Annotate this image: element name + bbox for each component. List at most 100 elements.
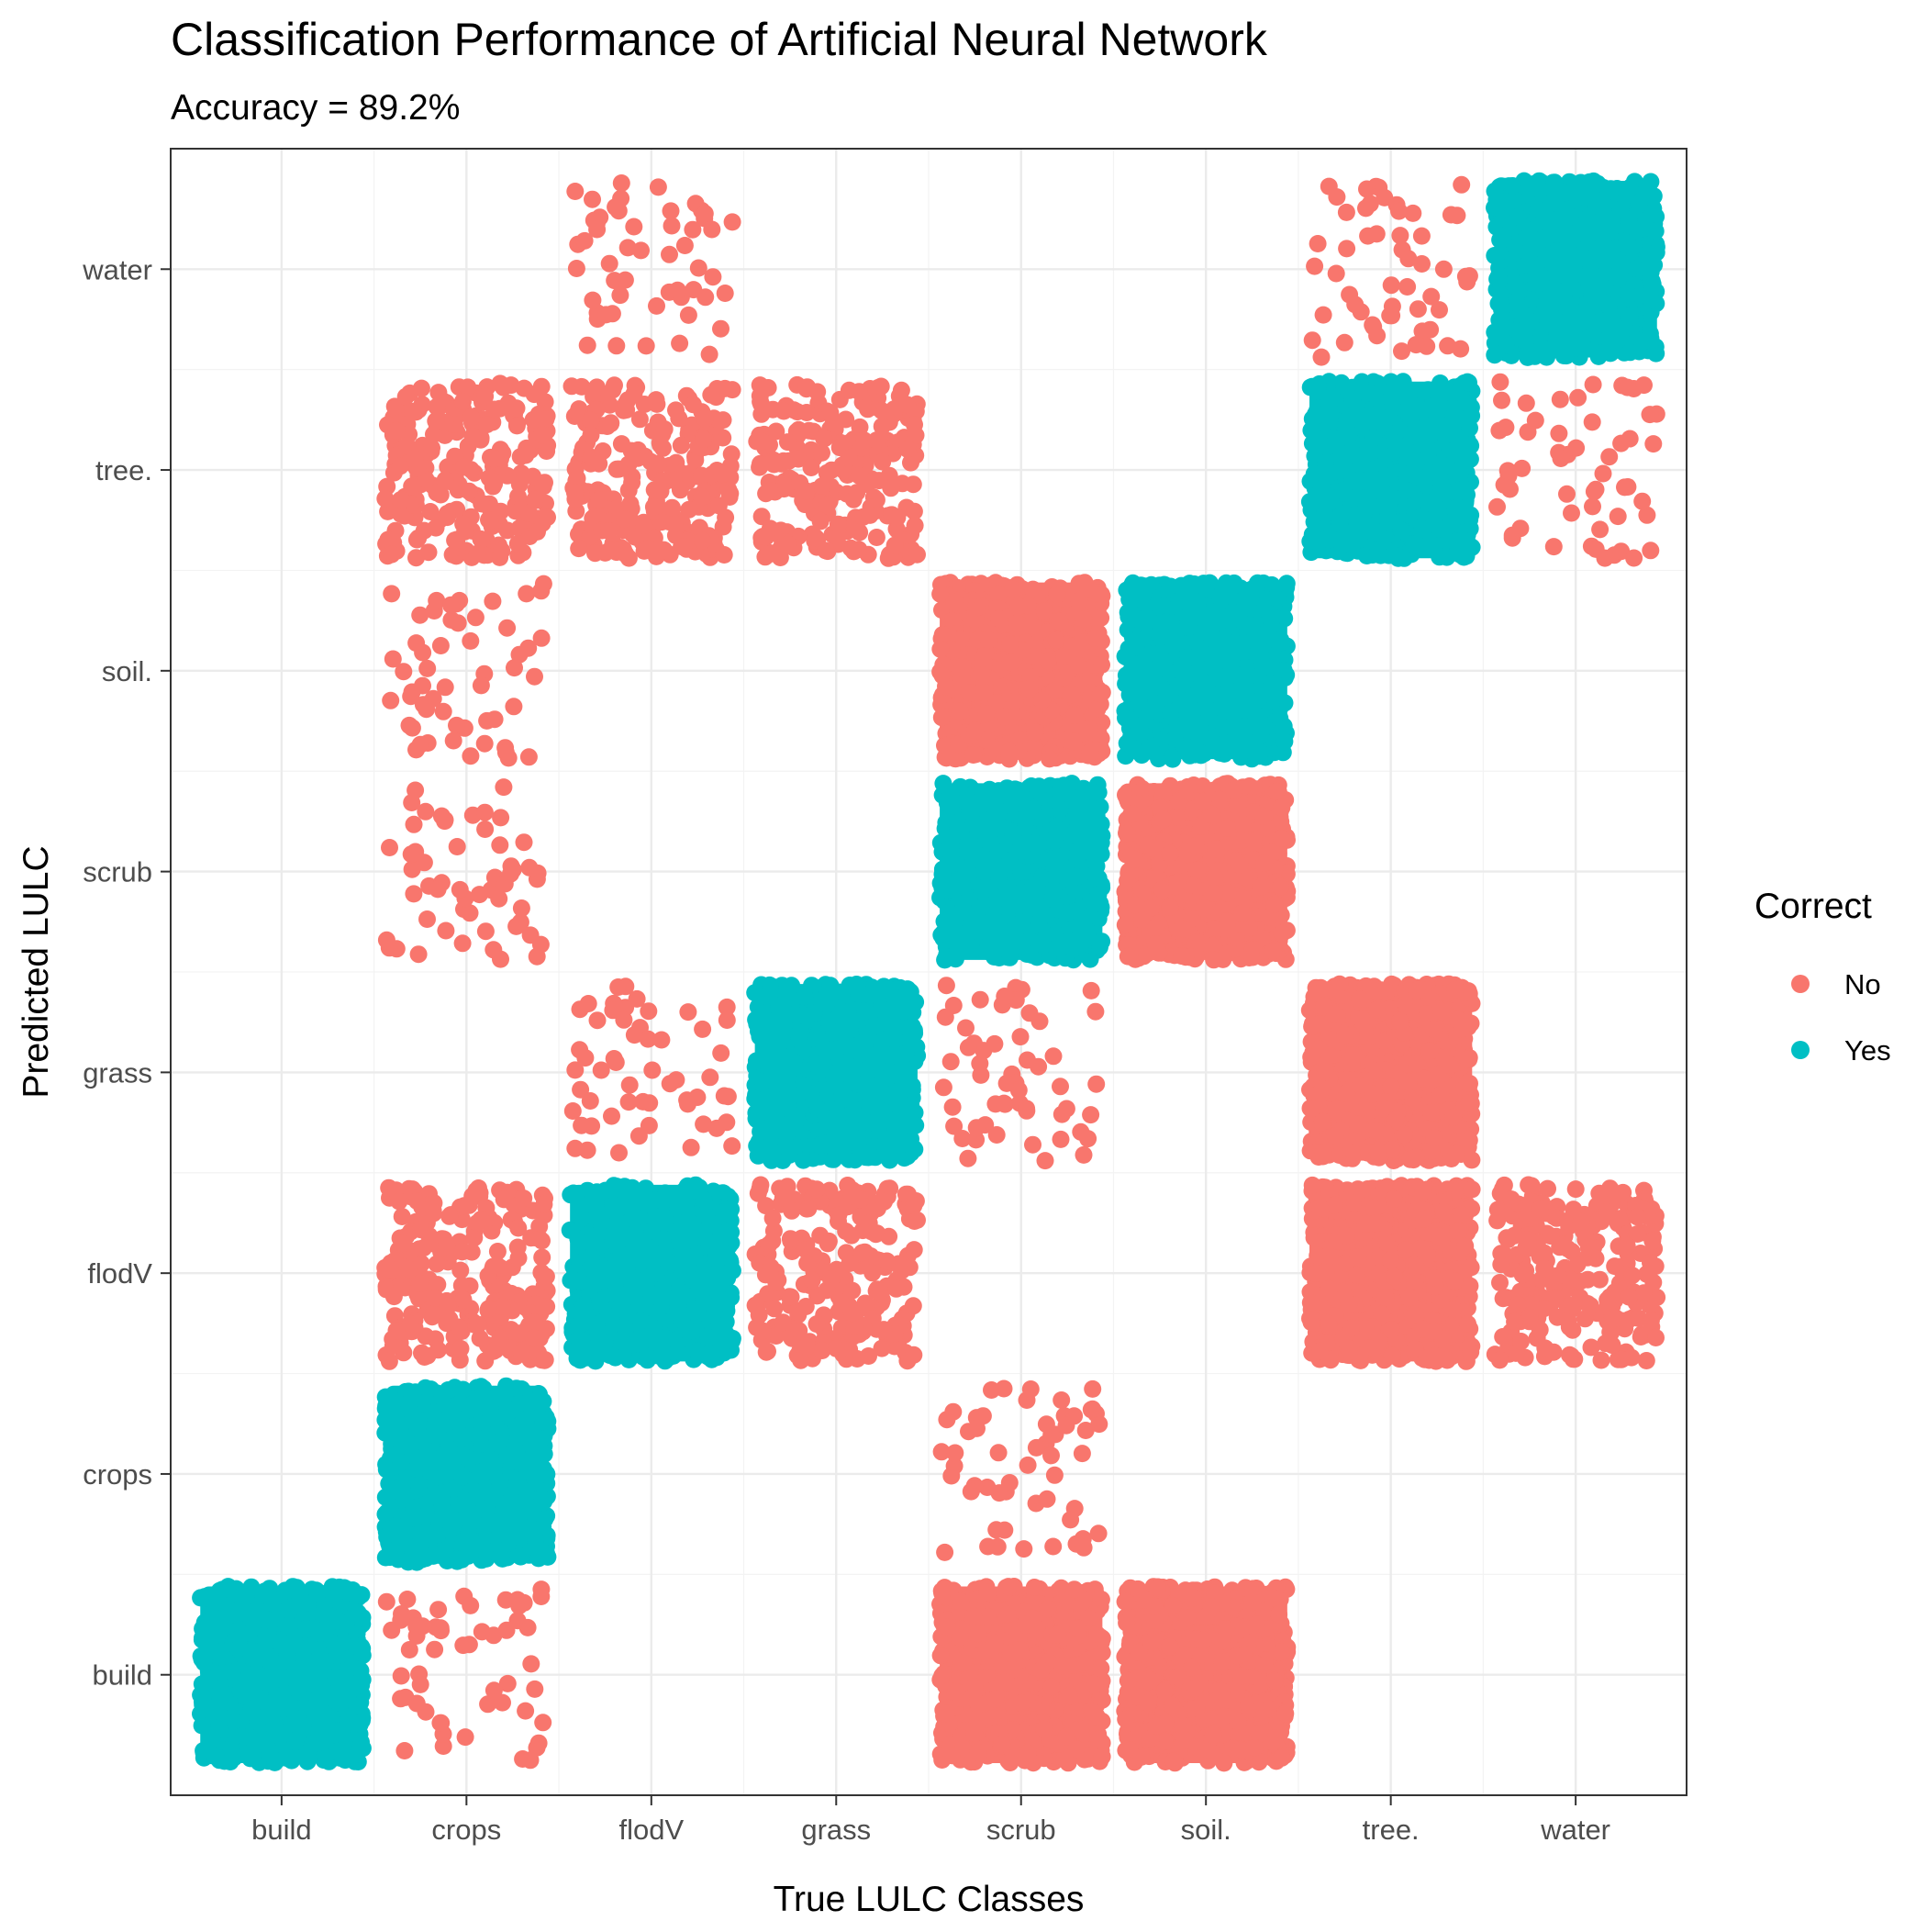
data-point [969, 1744, 986, 1761]
data-point [1046, 1467, 1064, 1484]
data-point [1235, 1646, 1253, 1663]
data-point [804, 1272, 821, 1290]
data-point [701, 1275, 718, 1292]
data-point [378, 1593, 395, 1611]
data-point [213, 1648, 230, 1666]
data-point [333, 1723, 351, 1740]
data-point [410, 1479, 428, 1496]
data-point [525, 1440, 542, 1457]
data-point [682, 1182, 699, 1200]
data-point [1084, 1380, 1101, 1398]
data-point [1311, 1343, 1329, 1360]
data-point [494, 1694, 511, 1712]
data-point [797, 1298, 815, 1315]
cell-flodV-flodV [562, 1177, 741, 1370]
data-point [1092, 1659, 1109, 1677]
data-point [1456, 1237, 1474, 1255]
data-point [1090, 1524, 1108, 1542]
data-point [1022, 1380, 1040, 1398]
data-point [1062, 1511, 1079, 1528]
data-point [264, 1595, 282, 1613]
data-point [573, 1209, 590, 1226]
data-point [309, 1623, 327, 1640]
data-point [933, 1584, 951, 1602]
data-point [601, 1346, 618, 1364]
data-point [799, 1200, 817, 1217]
data-point [316, 1598, 333, 1615]
data-point [954, 1655, 972, 1672]
data-point [658, 1330, 675, 1347]
data-point [1386, 1190, 1403, 1208]
data-point [944, 1403, 962, 1421]
data-point [509, 1471, 527, 1489]
data-point [1461, 1278, 1478, 1295]
data-point [643, 1223, 661, 1240]
data-point [401, 1641, 418, 1658]
cell-build-build [192, 1578, 372, 1771]
data-point [596, 1182, 614, 1200]
data-point [452, 1340, 470, 1357]
data-point [1140, 1694, 1157, 1712]
data-point [353, 1586, 371, 1603]
data-point [1270, 1606, 1287, 1624]
data-point [908, 1212, 926, 1229]
data-point [1013, 1694, 1030, 1712]
data-point [509, 1220, 527, 1237]
data-point [1053, 1391, 1070, 1409]
data-point [648, 1288, 665, 1305]
data-point [378, 1281, 395, 1299]
data-point [1174, 1716, 1191, 1734]
data-point [1015, 1540, 1032, 1558]
data-point [1346, 1194, 1364, 1212]
data-point [1591, 1271, 1609, 1289]
data-point [204, 1728, 221, 1746]
data-point [1612, 1351, 1630, 1368]
data-point [306, 1699, 324, 1716]
data-point [1175, 1646, 1193, 1663]
data-point [534, 1518, 551, 1536]
data-point [1019, 1745, 1037, 1762]
data-point [808, 1315, 826, 1333]
data-point [1065, 1580, 1083, 1598]
cell-tree.-flodV [1301, 1177, 1481, 1370]
data-point [571, 1272, 588, 1290]
data-point [1450, 1223, 1467, 1240]
data-point [983, 1381, 1000, 1399]
data-point [1435, 1202, 1453, 1220]
data-point [1273, 1643, 1290, 1660]
data-point [947, 1683, 964, 1701]
data-point [652, 1249, 670, 1267]
data-point [1148, 1717, 1165, 1735]
data-point [198, 1673, 216, 1691]
data-point [1069, 1620, 1086, 1637]
data-point [993, 1736, 1010, 1753]
data-point [453, 1243, 471, 1260]
data-point [1326, 1197, 1343, 1214]
data-point [455, 1197, 473, 1214]
data-point [763, 1258, 780, 1276]
data-point [432, 1619, 450, 1636]
data-point [675, 1198, 693, 1215]
data-point [1415, 1211, 1432, 1228]
data-point [797, 1338, 815, 1356]
data-point [511, 1547, 529, 1565]
data-point [1309, 1247, 1326, 1265]
data-point [1058, 1417, 1075, 1435]
data-point [1414, 1321, 1431, 1338]
data-point [411, 1275, 429, 1292]
data-point [1026, 1579, 1043, 1596]
data-point [1320, 1315, 1337, 1333]
data-point [440, 1208, 458, 1225]
data-point [1076, 1654, 1094, 1671]
data-point [715, 1293, 732, 1311]
data-point [1084, 1401, 1101, 1418]
data-point [906, 1241, 923, 1258]
data-point [352, 1677, 370, 1694]
data-point [942, 1468, 960, 1485]
data-point [720, 1205, 738, 1223]
data-point [875, 1321, 893, 1338]
data-point [262, 1745, 279, 1762]
data-point [841, 1255, 858, 1272]
data-point [1383, 1321, 1400, 1338]
data-point [1195, 1632, 1212, 1649]
